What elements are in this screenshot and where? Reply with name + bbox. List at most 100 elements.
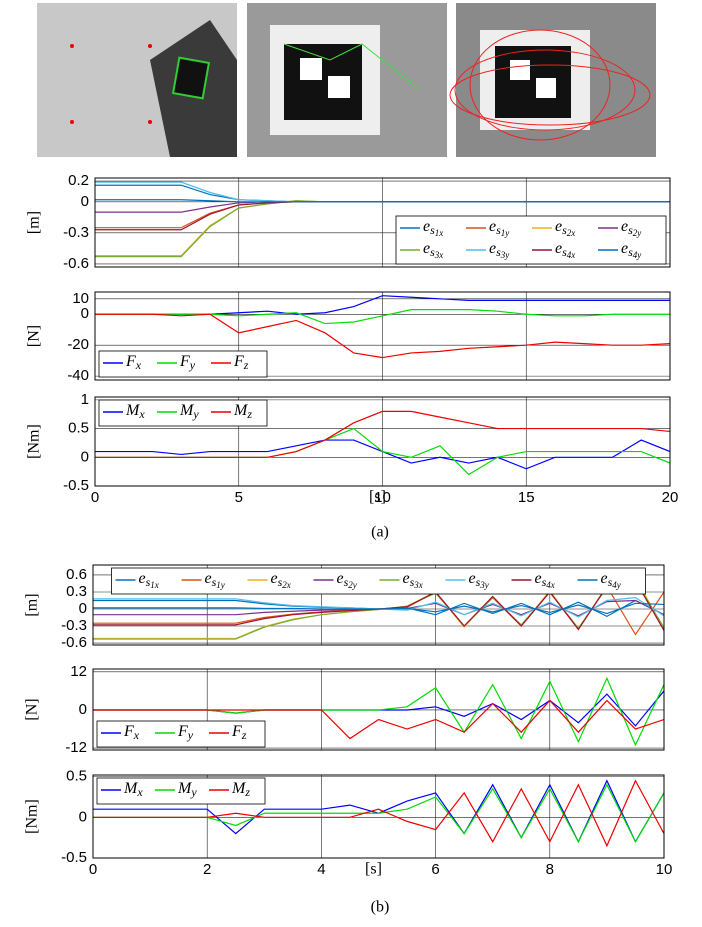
y-axis-label: [N]: [24, 698, 41, 720]
legend-label: Mz: [233, 402, 252, 421]
x-tick-label: 4: [317, 861, 325, 878]
x-tick-label: 10: [656, 861, 673, 878]
x-tick-label: 2: [203, 861, 211, 878]
legend-label: es2y: [337, 570, 357, 590]
legend-label: Fy: [179, 353, 196, 372]
legend: es1x es1y es2x es2y es3x es3y es4x es4y: [111, 567, 646, 595]
legend: Mx My Mz: [98, 399, 268, 427]
y-axis-label: [m]: [24, 593, 41, 616]
legend-label: es2x: [271, 570, 291, 590]
legend-label: es4x: [535, 570, 555, 590]
y-tick-label: -40: [67, 367, 89, 384]
x-tick-label: 5: [235, 489, 243, 506]
y-tick-label: -12: [65, 739, 87, 756]
legend: Fx Fy Fz: [98, 350, 268, 378]
legend-label: es3x: [403, 570, 423, 590]
legend-label: Fx: [125, 353, 142, 372]
legend-label: es2y: [621, 218, 641, 238]
legend-box: [98, 350, 268, 378]
legend-box: [111, 567, 646, 595]
x-axis-label: [s]: [369, 489, 386, 506]
legend-label: Fy: [177, 723, 194, 742]
x-tick-label: 0: [89, 861, 97, 878]
subplot: 100 -20 -40 [N] Fx Fy Fz: [26, 290, 671, 384]
x-axis-label: [s]: [365, 861, 382, 878]
axes-frame: [94, 396, 671, 487]
legend-label: es3x: [423, 240, 443, 260]
y-axis-label: [Nm]: [26, 424, 43, 459]
legend-label: es4x: [555, 240, 575, 260]
caption: (b): [371, 899, 390, 916]
x-tick-label: 6: [431, 861, 439, 878]
legend-label: Mx: [125, 402, 145, 421]
legend: es1x es1y es2x es2y es3x es3y es4x es4y: [395, 215, 667, 265]
x-tick-label: 15: [518, 489, 535, 506]
caption: (a): [371, 524, 389, 541]
y-tick-label: 0.5: [66, 768, 87, 785]
legend-label: Mx: [123, 780, 143, 799]
y-tick-label: 0: [79, 701, 87, 718]
data-line: [95, 309, 670, 325]
data-line: [93, 779, 664, 848]
y-tick-label: -0.5: [63, 477, 89, 494]
y-tick-label: -0.5: [61, 849, 87, 866]
data-line: [95, 410, 670, 458]
data-line: [95, 313, 670, 359]
legend-box: [395, 215, 667, 265]
y-tick-label: 0: [79, 600, 87, 617]
x-tick-label: 0: [91, 489, 99, 506]
legend-label: es4y: [621, 240, 641, 260]
y-tick-label: 0.6: [66, 566, 87, 583]
data-line: [93, 602, 664, 615]
axes-frame: [94, 177, 671, 268]
y-axis-label: [m]: [26, 211, 43, 234]
axes-frame: [92, 564, 665, 646]
y-tick-label: 0: [81, 448, 89, 465]
legend-box: [96, 777, 266, 805]
y-tick-label: 0.3: [66, 583, 87, 600]
x-tick-label: 20: [662, 489, 679, 506]
legend-label: Fx: [123, 723, 140, 742]
legend-label: Fz: [233, 353, 249, 372]
axes-frame: [92, 774, 665, 859]
y-tick-label: 12: [70, 663, 87, 680]
axes-frame: [94, 291, 671, 381]
legend-label: My: [179, 402, 199, 421]
y-tick-label: 1: [81, 391, 89, 408]
photo: [247, 3, 447, 157]
subplot: 12 0 -12 [N] Fx Fy Fz: [24, 663, 665, 756]
photo: [449, 3, 656, 157]
y-tick-label: 0.2: [68, 172, 89, 189]
legend: Fx Fy Fz: [96, 720, 266, 748]
legend-label: My: [177, 780, 197, 799]
y-axis-label: [Nm]: [24, 799, 41, 834]
y-tick-label: -0.3: [63, 224, 89, 241]
y-tick-label: 0.5: [68, 420, 89, 437]
y-axis-label: [N]: [26, 325, 43, 347]
photo: [37, 3, 237, 157]
legend-label: es3y: [489, 240, 509, 260]
y-tick-label: 0: [79, 808, 87, 825]
legend-label: es2x: [555, 218, 575, 238]
y-tick-label: -0.6: [63, 255, 89, 272]
legend-label: es1y: [489, 218, 509, 238]
legend-label: es3y: [469, 570, 489, 590]
y-tick-label: 0: [81, 305, 89, 322]
legend-label: Mz: [231, 780, 250, 799]
legend-label: es4y: [601, 570, 621, 590]
legend-label: es1x: [423, 218, 443, 238]
legend-box: [98, 399, 268, 427]
y-tick-label: -20: [67, 336, 89, 353]
y-tick-label: 10: [72, 290, 89, 307]
subplot: 0 2 4 6 8 100.50-0.5[Nm][s]Mx My Mz: [24, 768, 673, 878]
legend: Mx My Mz: [96, 777, 266, 805]
y-tick-label: -0.6: [61, 634, 87, 651]
x-tick-label: 10: [374, 489, 391, 506]
y-tick-label: -0.3: [61, 617, 87, 634]
legend-box: [96, 720, 266, 748]
data-line: [93, 699, 664, 740]
data-line: [95, 199, 670, 203]
